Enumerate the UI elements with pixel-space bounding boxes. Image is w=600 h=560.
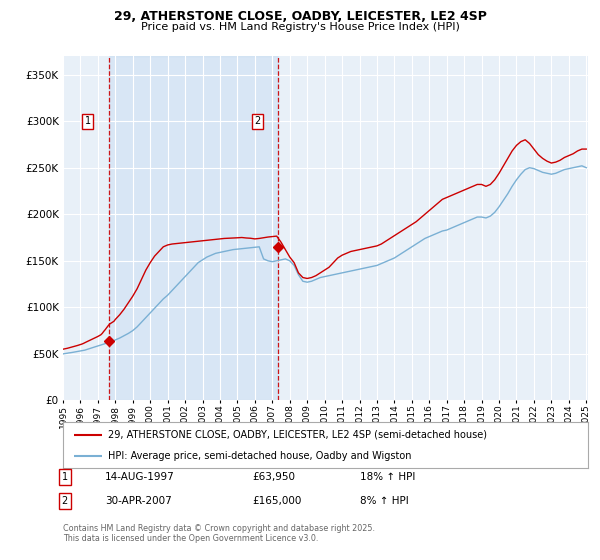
Bar xyxy=(63,56,109,400)
Text: Contains HM Land Registry data © Crown copyright and database right 2025.
This d: Contains HM Land Registry data © Crown c… xyxy=(63,524,375,543)
Bar xyxy=(109,56,278,400)
Text: Price paid vs. HM Land Registry's House Price Index (HPI): Price paid vs. HM Land Registry's House … xyxy=(140,22,460,32)
Text: 1: 1 xyxy=(62,472,68,482)
Text: 30-APR-2007: 30-APR-2007 xyxy=(105,496,172,506)
Text: 14-AUG-1997: 14-AUG-1997 xyxy=(105,472,175,482)
Text: 8% ↑ HPI: 8% ↑ HPI xyxy=(360,496,409,506)
Text: 2: 2 xyxy=(62,496,68,506)
Text: 1: 1 xyxy=(85,116,91,126)
Text: 29, ATHERSTONE CLOSE, OADBY, LEICESTER, LE2 4SP: 29, ATHERSTONE CLOSE, OADBY, LEICESTER, … xyxy=(113,10,487,23)
Text: 18% ↑ HPI: 18% ↑ HPI xyxy=(360,472,415,482)
Text: 2: 2 xyxy=(254,116,260,126)
Text: HPI: Average price, semi-detached house, Oadby and Wigston: HPI: Average price, semi-detached house,… xyxy=(107,451,411,461)
Text: £63,950: £63,950 xyxy=(252,472,295,482)
Text: £165,000: £165,000 xyxy=(252,496,301,506)
Text: 29, ATHERSTONE CLOSE, OADBY, LEICESTER, LE2 4SP (semi-detached house): 29, ATHERSTONE CLOSE, OADBY, LEICESTER, … xyxy=(107,430,487,440)
